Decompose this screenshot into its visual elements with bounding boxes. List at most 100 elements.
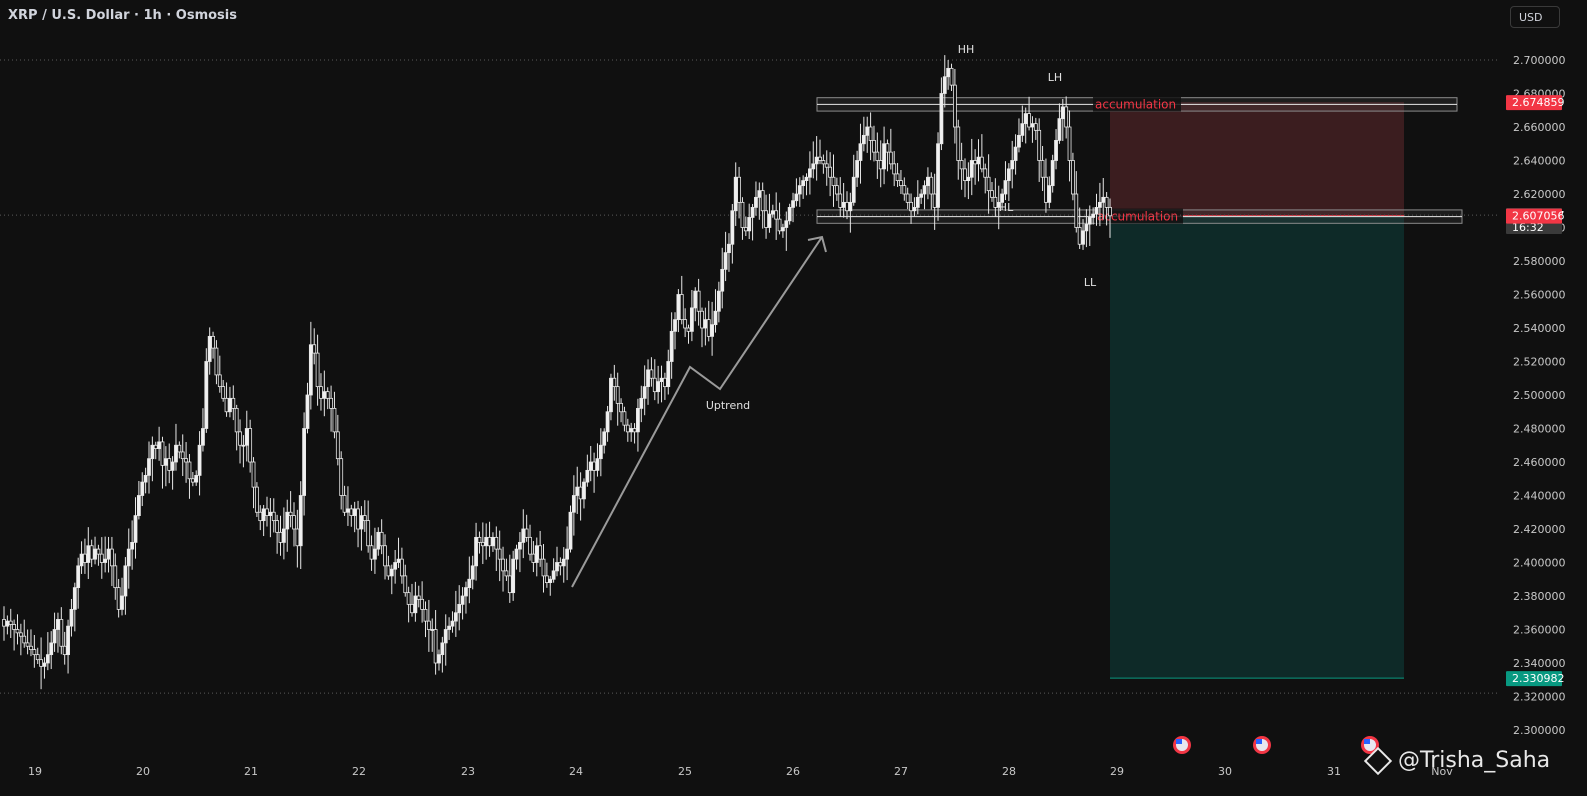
candle-up — [919, 193, 924, 198]
candle-up — [794, 193, 799, 202]
candle-up — [747, 217, 752, 232]
candle-down — [524, 528, 529, 538]
candle-up — [1020, 123, 1025, 136]
candle-down — [116, 587, 121, 610]
y-tick-label: 2.660000 — [1513, 121, 1566, 134]
candle-up — [514, 548, 519, 560]
candle-up — [1081, 230, 1085, 245]
candle-down — [774, 210, 779, 220]
candle-down — [32, 649, 37, 656]
candle-up — [976, 156, 981, 165]
candle-down — [497, 548, 502, 560]
candle-up — [66, 625, 70, 656]
candle-up — [413, 595, 418, 614]
candle-down — [541, 558, 546, 577]
candle-up — [281, 528, 286, 543]
candle-down — [902, 185, 907, 195]
candle-down — [875, 151, 880, 161]
candle-up — [754, 196, 758, 208]
candle-down — [295, 528, 300, 547]
brand-logo-icon — [1363, 746, 1393, 776]
candle-down — [1040, 160, 1045, 178]
candle-down — [878, 160, 883, 170]
candle-down — [828, 166, 833, 178]
price-badge-label: 2.674859 — [1512, 96, 1565, 109]
candle-up — [784, 220, 789, 228]
candle-down — [932, 193, 937, 208]
candle-down — [288, 511, 293, 516]
candle-down — [214, 347, 219, 376]
candle-up — [241, 444, 246, 447]
candle-up — [636, 407, 640, 433]
candle-down — [895, 173, 900, 181]
candle-down — [885, 143, 890, 153]
x-tick-label: 29 — [1110, 765, 1124, 778]
candle-down — [1067, 126, 1072, 161]
price-badge — [1506, 208, 1562, 224]
candle-down — [760, 190, 765, 212]
candle-down — [369, 545, 374, 560]
candle-up — [103, 558, 108, 563]
y-tick-label: 2.580000 — [1513, 255, 1566, 268]
candle-up — [204, 361, 209, 429]
uptrend-arrow — [571, 236, 823, 588]
candle-up — [807, 168, 812, 178]
candle-down — [845, 201, 849, 212]
candle-up — [72, 587, 77, 610]
candle-down — [190, 478, 195, 483]
candle-up — [93, 548, 97, 560]
annotation-label: LH — [1048, 71, 1062, 84]
candle-up — [588, 461, 593, 471]
candle-up — [393, 562, 398, 570]
candle-up — [396, 558, 401, 563]
candle-down — [184, 458, 188, 463]
candle-down — [271, 511, 276, 522]
candle-up — [656, 381, 661, 393]
candle-down — [29, 645, 33, 650]
candle-down — [89, 545, 94, 560]
candle-down — [737, 176, 741, 203]
annotation-label: LL — [1084, 276, 1097, 289]
candle-down — [234, 407, 239, 433]
y-tick-label: 2.440000 — [1513, 490, 1566, 503]
candle-up — [1057, 118, 1062, 141]
candle-down — [504, 570, 509, 577]
take-profit-zone — [1110, 215, 1404, 679]
x-axis: 19 20 21 22 23 24 25 26 27 28 29 30 31 Nov — [28, 765, 1453, 778]
candle-down — [1033, 123, 1038, 131]
candle-up — [733, 176, 738, 212]
candle-down — [544, 575, 549, 584]
candle-down — [619, 402, 623, 413]
candle-down — [221, 386, 226, 399]
candle-down — [558, 562, 563, 567]
candle-up — [1023, 113, 1028, 125]
candle-down — [1077, 227, 1082, 245]
candle-down — [25, 642, 30, 647]
candle-up — [447, 625, 451, 630]
candle-up — [730, 210, 735, 245]
currency-button[interactable]: USD — [1510, 6, 1560, 28]
candle-up — [244, 428, 249, 446]
candle-up — [1084, 223, 1089, 232]
candle-up — [1047, 185, 1052, 203]
candle-up — [467, 578, 472, 589]
candle-down — [494, 536, 499, 550]
candle-down — [8, 620, 13, 625]
candle-up — [1091, 213, 1096, 218]
candle-down — [22, 635, 27, 644]
candle-down — [433, 629, 438, 664]
candle-up — [912, 206, 917, 212]
candle-up — [804, 176, 809, 181]
candle-up — [710, 324, 715, 337]
candle-down — [872, 139, 876, 153]
candle-up — [163, 458, 168, 466]
candle-up — [322, 391, 327, 399]
candle-up — [811, 163, 816, 170]
candle-up — [1013, 146, 1018, 161]
candle-down — [406, 592, 411, 605]
x-tick-label: 23 — [461, 765, 475, 778]
candle-up — [865, 126, 870, 136]
watermark-text: @Trisha_Saha — [1398, 748, 1551, 773]
candle-up — [882, 143, 886, 170]
